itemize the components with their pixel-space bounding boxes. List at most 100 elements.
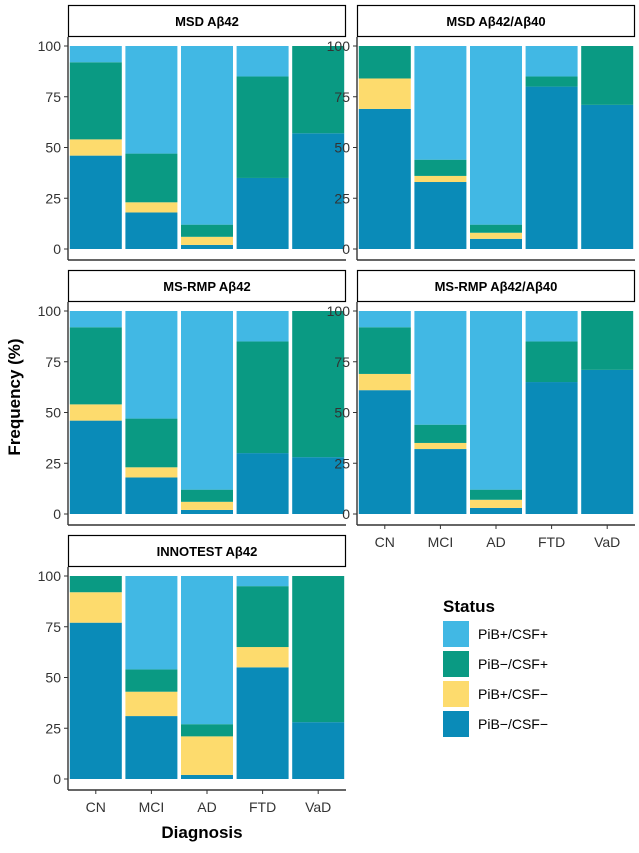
bar-cn-pos-pos	[69, 46, 122, 63]
bar-ad-neg-neg	[181, 244, 233, 249]
bar-ad-neg-pos	[470, 489, 522, 500]
y-tick-label: 0	[342, 506, 350, 522]
bar-ftd-neg-pos	[525, 76, 578, 87]
legend-swatch	[443, 651, 469, 677]
panel-strip	[67, 4, 347, 38]
bar-mci-pos-pos	[125, 46, 178, 154]
bar-vad-neg-neg	[581, 369, 634, 514]
y-tick-label: 0	[53, 241, 61, 257]
panel-4: MS-RMP Aβ42/Aβ40 0 25 50 75 100 CN MCI AD FTD VaD	[327, 269, 636, 550]
x-tick-label: FTD	[538, 534, 565, 550]
y-tick-label: 100	[38, 38, 62, 54]
x-tick-label: MCI	[428, 534, 454, 550]
bar-vad-neg-pos	[292, 311, 345, 458]
y-tick-label: 100	[327, 38, 351, 54]
panel-title: MS-RMP Aβ42/Aβ40	[435, 279, 558, 294]
bar-mci-pos-pos	[125, 311, 178, 419]
legend-swatch	[443, 711, 469, 737]
panel-3: MS-RMP Aβ42 0 25 50 75 100	[38, 269, 347, 526]
bar-mci-neg-neg	[414, 449, 467, 514]
bar-mci-pos-neg	[414, 442, 467, 450]
bar-mci-neg-pos	[414, 159, 467, 176]
bar-ad-pos-neg	[181, 736, 233, 775]
legend-item: PiB+/CSF−	[443, 681, 548, 707]
y-tick-label: 100	[327, 303, 351, 319]
bar-mci-neg-pos	[125, 669, 178, 692]
bar-ad-neg-pos	[181, 224, 233, 237]
legend-swatch	[443, 621, 469, 647]
bar-ftd-neg-pos	[236, 76, 289, 178]
bar-mci-pos-pos	[125, 576, 178, 670]
legend-title: Status	[443, 597, 495, 616]
bar-cn-neg-pos	[358, 46, 411, 79]
bar-vad-neg-neg	[292, 457, 345, 514]
legend-label: PiB+/CSF+	[478, 626, 548, 642]
bar-ad-neg-neg	[470, 238, 522, 249]
panel-strip	[67, 534, 347, 568]
y-tick-label: 25	[45, 455, 61, 471]
bar-ad-pos-pos	[470, 46, 522, 225]
y-tick-label: 100	[38, 303, 62, 319]
bar-ftd-neg-neg	[236, 453, 289, 514]
y-tick-label: 75	[45, 619, 61, 635]
bar-cn-pos-pos	[69, 311, 122, 328]
y-tick-label: 75	[45, 89, 61, 105]
y-tick-label: 25	[45, 720, 61, 736]
bar-cn-pos-neg	[358, 373, 411, 391]
legend-label: PiB−/CSF+	[478, 656, 548, 672]
bar-cn-pos-neg	[69, 139, 122, 156]
bar-mci-neg-pos	[414, 424, 467, 443]
x-tick-label: CN	[375, 534, 395, 550]
bar-ftd-pos-pos	[236, 311, 289, 342]
bar-vad-neg-pos	[581, 46, 634, 105]
bar-ftd-pos-neg	[236, 647, 289, 668]
bar-cn-neg-pos	[69, 576, 122, 593]
bar-cn-pos-neg	[69, 404, 122, 421]
bar-vad-neg-neg	[581, 104, 634, 250]
bar-vad-neg-pos	[292, 46, 345, 134]
bar-ad-pos-neg	[470, 232, 522, 239]
bar-ftd-neg-neg	[525, 86, 578, 249]
bar-cn-neg-neg	[69, 155, 122, 249]
bar-ftd-neg-neg	[525, 382, 578, 514]
bar-ftd-pos-pos	[525, 46, 578, 77]
y-tick-label: 0	[342, 241, 350, 257]
panel-1: MSD Aβ42 0 25 50 75 100	[38, 4, 347, 261]
bar-cn-neg-neg	[69, 420, 122, 514]
panel-5: INNOTEST Aβ42 0 25 50 75 100 CN MCI AD FTD VaD	[38, 534, 347, 815]
bar-mci-neg-neg	[125, 716, 178, 779]
legend-item: PiB+/CSF+	[443, 621, 548, 647]
x-tick-label: AD	[197, 799, 216, 815]
bar-ftd-pos-pos	[236, 46, 289, 77]
bar-ftd-neg-pos	[236, 586, 289, 648]
bar-mci-neg-neg	[125, 212, 178, 249]
bar-cn-neg-pos	[358, 327, 411, 374]
y-tick-label: 25	[334, 190, 350, 206]
y-tick-label: 50	[45, 140, 61, 156]
panel-title: INNOTEST Aβ42	[157, 544, 258, 559]
legend-swatch	[443, 681, 469, 707]
bar-cn-neg-pos	[69, 327, 122, 405]
bar-ftd-pos-pos	[525, 311, 578, 342]
bar-cn-pos-neg	[358, 78, 411, 109]
bar-ad-pos-pos	[181, 576, 233, 725]
y-tick-label: 50	[334, 405, 350, 421]
y-tick-label: 50	[334, 140, 350, 156]
legend: Status PiB+/CSF+ PiB−/CSF+ PiB+/CSF− PiB−/C…	[443, 597, 548, 737]
bar-ad-pos-neg	[181, 236, 233, 245]
bar-mci-pos-neg	[125, 202, 178, 213]
bar-ftd-pos-pos	[236, 576, 289, 587]
bar-cn-neg-pos	[69, 62, 122, 140]
bar-ftd-neg-neg	[236, 177, 289, 249]
bar-mci-pos-pos	[414, 46, 467, 160]
bar-ad-pos-neg	[181, 501, 233, 510]
bar-mci-neg-neg	[125, 477, 178, 514]
bar-cn-neg-neg	[69, 622, 122, 779]
y-tick-label: 75	[334, 354, 350, 370]
bar-ad-neg-pos	[181, 724, 233, 737]
y-tick-label: 75	[334, 89, 350, 105]
bar-vad-neg-pos	[581, 311, 634, 370]
y-tick-label: 25	[334, 455, 350, 471]
x-tick-label: FTD	[249, 799, 276, 815]
